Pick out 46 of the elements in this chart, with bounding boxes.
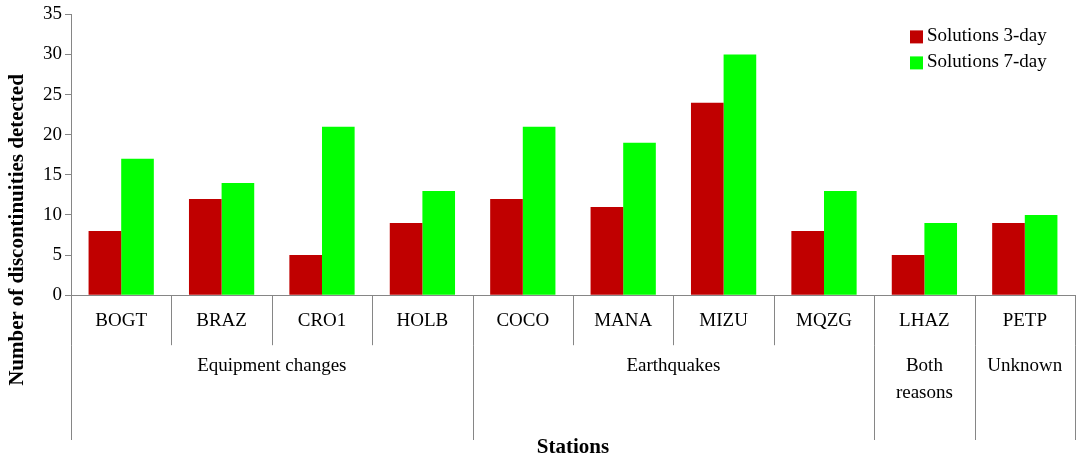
y-tick-label: 5 [52, 243, 62, 265]
x-tick-label: PETP [1002, 308, 1047, 330]
bar [623, 142, 656, 295]
text: Both reasons [895, 354, 953, 403]
bar [891, 255, 925, 295]
y-tick-label: 15 [43, 162, 62, 184]
text: Unknown [987, 354, 1063, 376]
bar [490, 198, 523, 295]
x-axis-title: Stations [536, 434, 610, 459]
bar [221, 182, 255, 295]
bar [590, 206, 624, 295]
bar [422, 190, 456, 295]
text: Equipment changes [197, 354, 347, 376]
x-tick-label: MANA [594, 308, 653, 330]
y-axis-title: Number of discontinuities detected [4, 73, 29, 386]
bar [188, 198, 222, 295]
x-tick-label: MIZU [699, 308, 749, 330]
legend-label: Solutions 7-day [927, 50, 1048, 72]
bar [289, 255, 322, 295]
y-tick-label: 35 [43, 2, 62, 24]
bar [690, 102, 724, 295]
x-tick-label: COCO [496, 308, 550, 330]
y-tick-label: 10 [43, 202, 62, 224]
bar [924, 222, 958, 295]
bar [1024, 214, 1058, 295]
text: Earthquakes [626, 354, 721, 376]
x-tick-label: HOLB [396, 308, 449, 330]
y-tick-label: 30 [43, 42, 62, 64]
bar [389, 222, 423, 295]
x-tick-label: CRO1 [297, 308, 347, 330]
y-tick-label: 25 [43, 82, 62, 104]
bar [322, 126, 355, 295]
bar [791, 231, 824, 295]
bar [723, 54, 757, 295]
bar [88, 231, 122, 295]
x-tick-label: MQZG [796, 308, 853, 330]
x-tick-label: LHAZ [899, 308, 950, 330]
bar [992, 222, 1025, 295]
bar [824, 190, 857, 295]
x-tick-label: BRAZ [196, 308, 247, 330]
y-tick-label: 20 [43, 122, 62, 144]
bar [522, 126, 556, 295]
y-tick-label: 0 [52, 283, 62, 305]
x-tick-label: BOGT [95, 308, 148, 330]
legend-label: Solutions 3-day [927, 24, 1048, 46]
bar [121, 158, 154, 295]
